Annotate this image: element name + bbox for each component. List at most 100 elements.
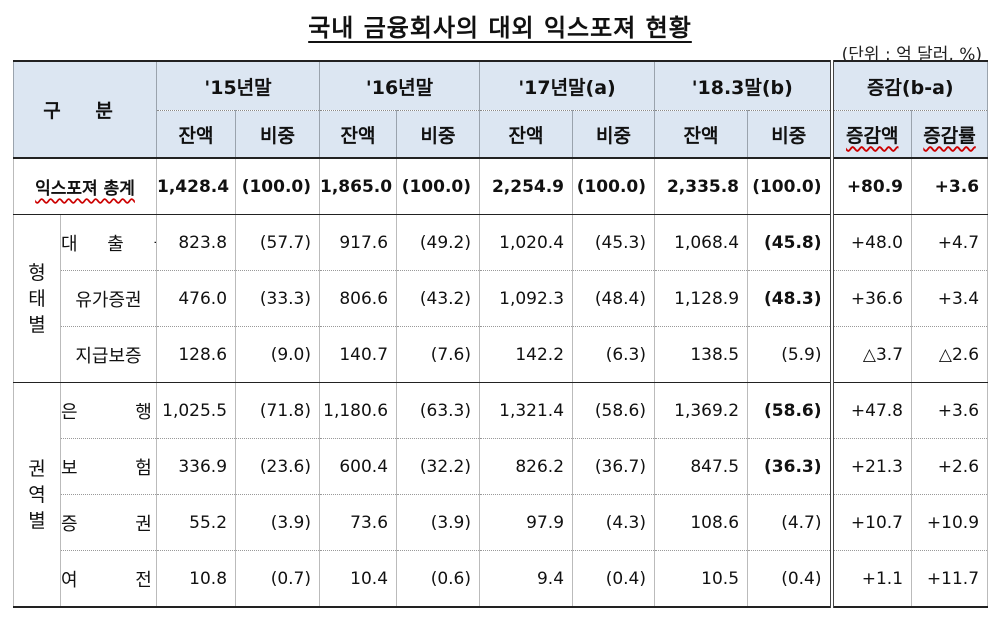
cell: (7.6): [396, 326, 481, 383]
header-sub: 비중: [572, 110, 656, 158]
group-label: 권역별: [13, 382, 61, 608]
header-period: '16년말: [319, 61, 481, 111]
header-sub: 잔액: [654, 110, 749, 158]
cell: (0.6): [396, 550, 481, 608]
cell: +21.3: [831, 438, 913, 495]
row-label: 보 험: [59, 438, 158, 495]
cell: (43.2): [396, 270, 481, 327]
cell: +10.9: [911, 494, 989, 551]
total-row: 익스포져 총계 1,428.4 (100.0) 1,865.0 (100.0) …: [12, 158, 989, 215]
header-sub: 증감률: [911, 110, 989, 158]
cell: (0.4): [572, 550, 656, 608]
cell: 55.2: [156, 494, 237, 551]
cell: 826.2: [479, 438, 574, 495]
cell: (36.7): [572, 438, 656, 495]
cell: (6.3): [572, 326, 656, 383]
cell: +2.6: [911, 438, 989, 495]
cell: (58.6): [747, 382, 834, 439]
header-period: '17년말(a): [479, 61, 656, 111]
cell: 138.5: [654, 326, 749, 383]
cell: (32.2): [396, 438, 481, 495]
header-sub: 잔액: [319, 110, 398, 158]
cell: 10.8: [156, 550, 237, 608]
row-label: 여 전: [59, 550, 158, 608]
page-title: 국내 금융회사의 대외 익스포져 현황: [308, 14, 692, 42]
table-row: 형태별 대 출 금 823.8 (57.7) 917.6 (49.2) 1,02…: [13, 214, 989, 383]
cell: (45.3): [572, 214, 656, 271]
cell: 1,865.0: [319, 158, 398, 215]
row-label: 익스포져 총계: [12, 158, 158, 215]
cell: +1.1: [831, 550, 913, 608]
cell: 336.9: [156, 438, 237, 495]
exposure-table: 구 분 '15년말 '16년말 '17년말(a) '18.3말(b) 증감(b-…: [12, 60, 989, 608]
cell: (49.2): [396, 214, 481, 271]
cell: (33.3): [235, 270, 321, 327]
cell: 1,369.2: [654, 382, 749, 439]
cell: (100.0): [572, 158, 656, 215]
header-sub: 증감액: [831, 110, 913, 158]
cell: 1,128.9: [654, 270, 749, 327]
row-label: 유가증권: [59, 270, 158, 327]
cell: (3.9): [235, 494, 321, 551]
cell: 823.8: [156, 214, 237, 271]
cell: +11.7: [911, 550, 989, 608]
table-row: 증 권 55.2 (3.9) 73.6 (3.9) 97.9 (4.3) 108…: [14, 494, 989, 551]
cell: 2,335.8: [654, 158, 749, 215]
header-sub: 비중: [235, 110, 321, 158]
cell: △2.6: [911, 326, 989, 383]
cell: +3.6: [911, 158, 989, 215]
cell: 1,068.4: [654, 214, 749, 271]
cell: (100.0): [747, 158, 834, 215]
cell: 10.4: [319, 550, 398, 608]
cell: 1,321.4: [479, 382, 574, 439]
cell: (4.7): [747, 494, 834, 551]
cell: (48.4): [572, 270, 656, 327]
cell: (48.3): [747, 270, 834, 327]
header-sub: 비중: [747, 110, 834, 158]
header-sub: 비중: [396, 110, 481, 158]
cell: 1,180.6: [319, 382, 398, 439]
cell: 806.6: [319, 270, 398, 327]
table-row: 지급보증 128.6 (9.0) 140.7 (7.6) 142.2 (6.3)…: [14, 326, 989, 383]
cell: 1,020.4: [479, 214, 574, 271]
cell: 142.2: [479, 326, 574, 383]
cell: 2,254.9: [479, 158, 574, 215]
cell: +3.4: [911, 270, 989, 327]
cell: 600.4: [319, 438, 398, 495]
header-gubun: 구 분: [12, 61, 158, 159]
cell: (36.3): [747, 438, 834, 495]
cell: 917.6: [319, 214, 398, 271]
cell: +80.9: [831, 158, 913, 215]
header-sub: 잔액: [156, 110, 237, 158]
cell: 140.7: [319, 326, 398, 383]
cell: 1,092.3: [479, 270, 574, 327]
cell: 97.9: [479, 494, 574, 551]
cell: (5.9): [747, 326, 834, 383]
cell: +47.8: [831, 382, 913, 439]
header-period: '18.3말(b): [654, 61, 834, 111]
cell: (100.0): [396, 158, 481, 215]
cell: 128.6: [156, 326, 237, 383]
row-label: 은 행: [59, 382, 158, 439]
cell: 847.5: [654, 438, 749, 495]
cell: (100.0): [235, 158, 321, 215]
cell: (4.3): [572, 494, 656, 551]
cell: (58.6): [572, 382, 656, 439]
table-row: 여 전 10.8 (0.7) 10.4 (0.6) 9.4 (0.4) 10.5…: [14, 550, 989, 608]
row-label: 대 출 금: [59, 214, 158, 271]
table-row: 보 험 336.9 (23.6) 600.4 (32.2) 826.2 (36.…: [14, 438, 989, 495]
cell: +36.6: [831, 270, 913, 327]
table-row: 권역별 은 행 1,025.5 (71.8) 1,180.6 (63.3) 1,…: [13, 382, 989, 608]
unit-note: (단위 : 억 달러, %): [841, 45, 982, 65]
header-period: '15년말: [156, 61, 321, 111]
cell: (23.6): [235, 438, 321, 495]
cell: +3.6: [911, 382, 989, 439]
cell: (45.8): [747, 214, 834, 271]
cell: 1,025.5: [156, 382, 237, 439]
cell: +4.7: [911, 214, 989, 271]
header-period: 증감(b-a): [831, 61, 989, 111]
cell: (57.7): [235, 214, 321, 271]
cell: △3.7: [831, 326, 913, 383]
group-label: 형태별: [13, 214, 61, 383]
header-sub: 잔액: [479, 110, 574, 158]
